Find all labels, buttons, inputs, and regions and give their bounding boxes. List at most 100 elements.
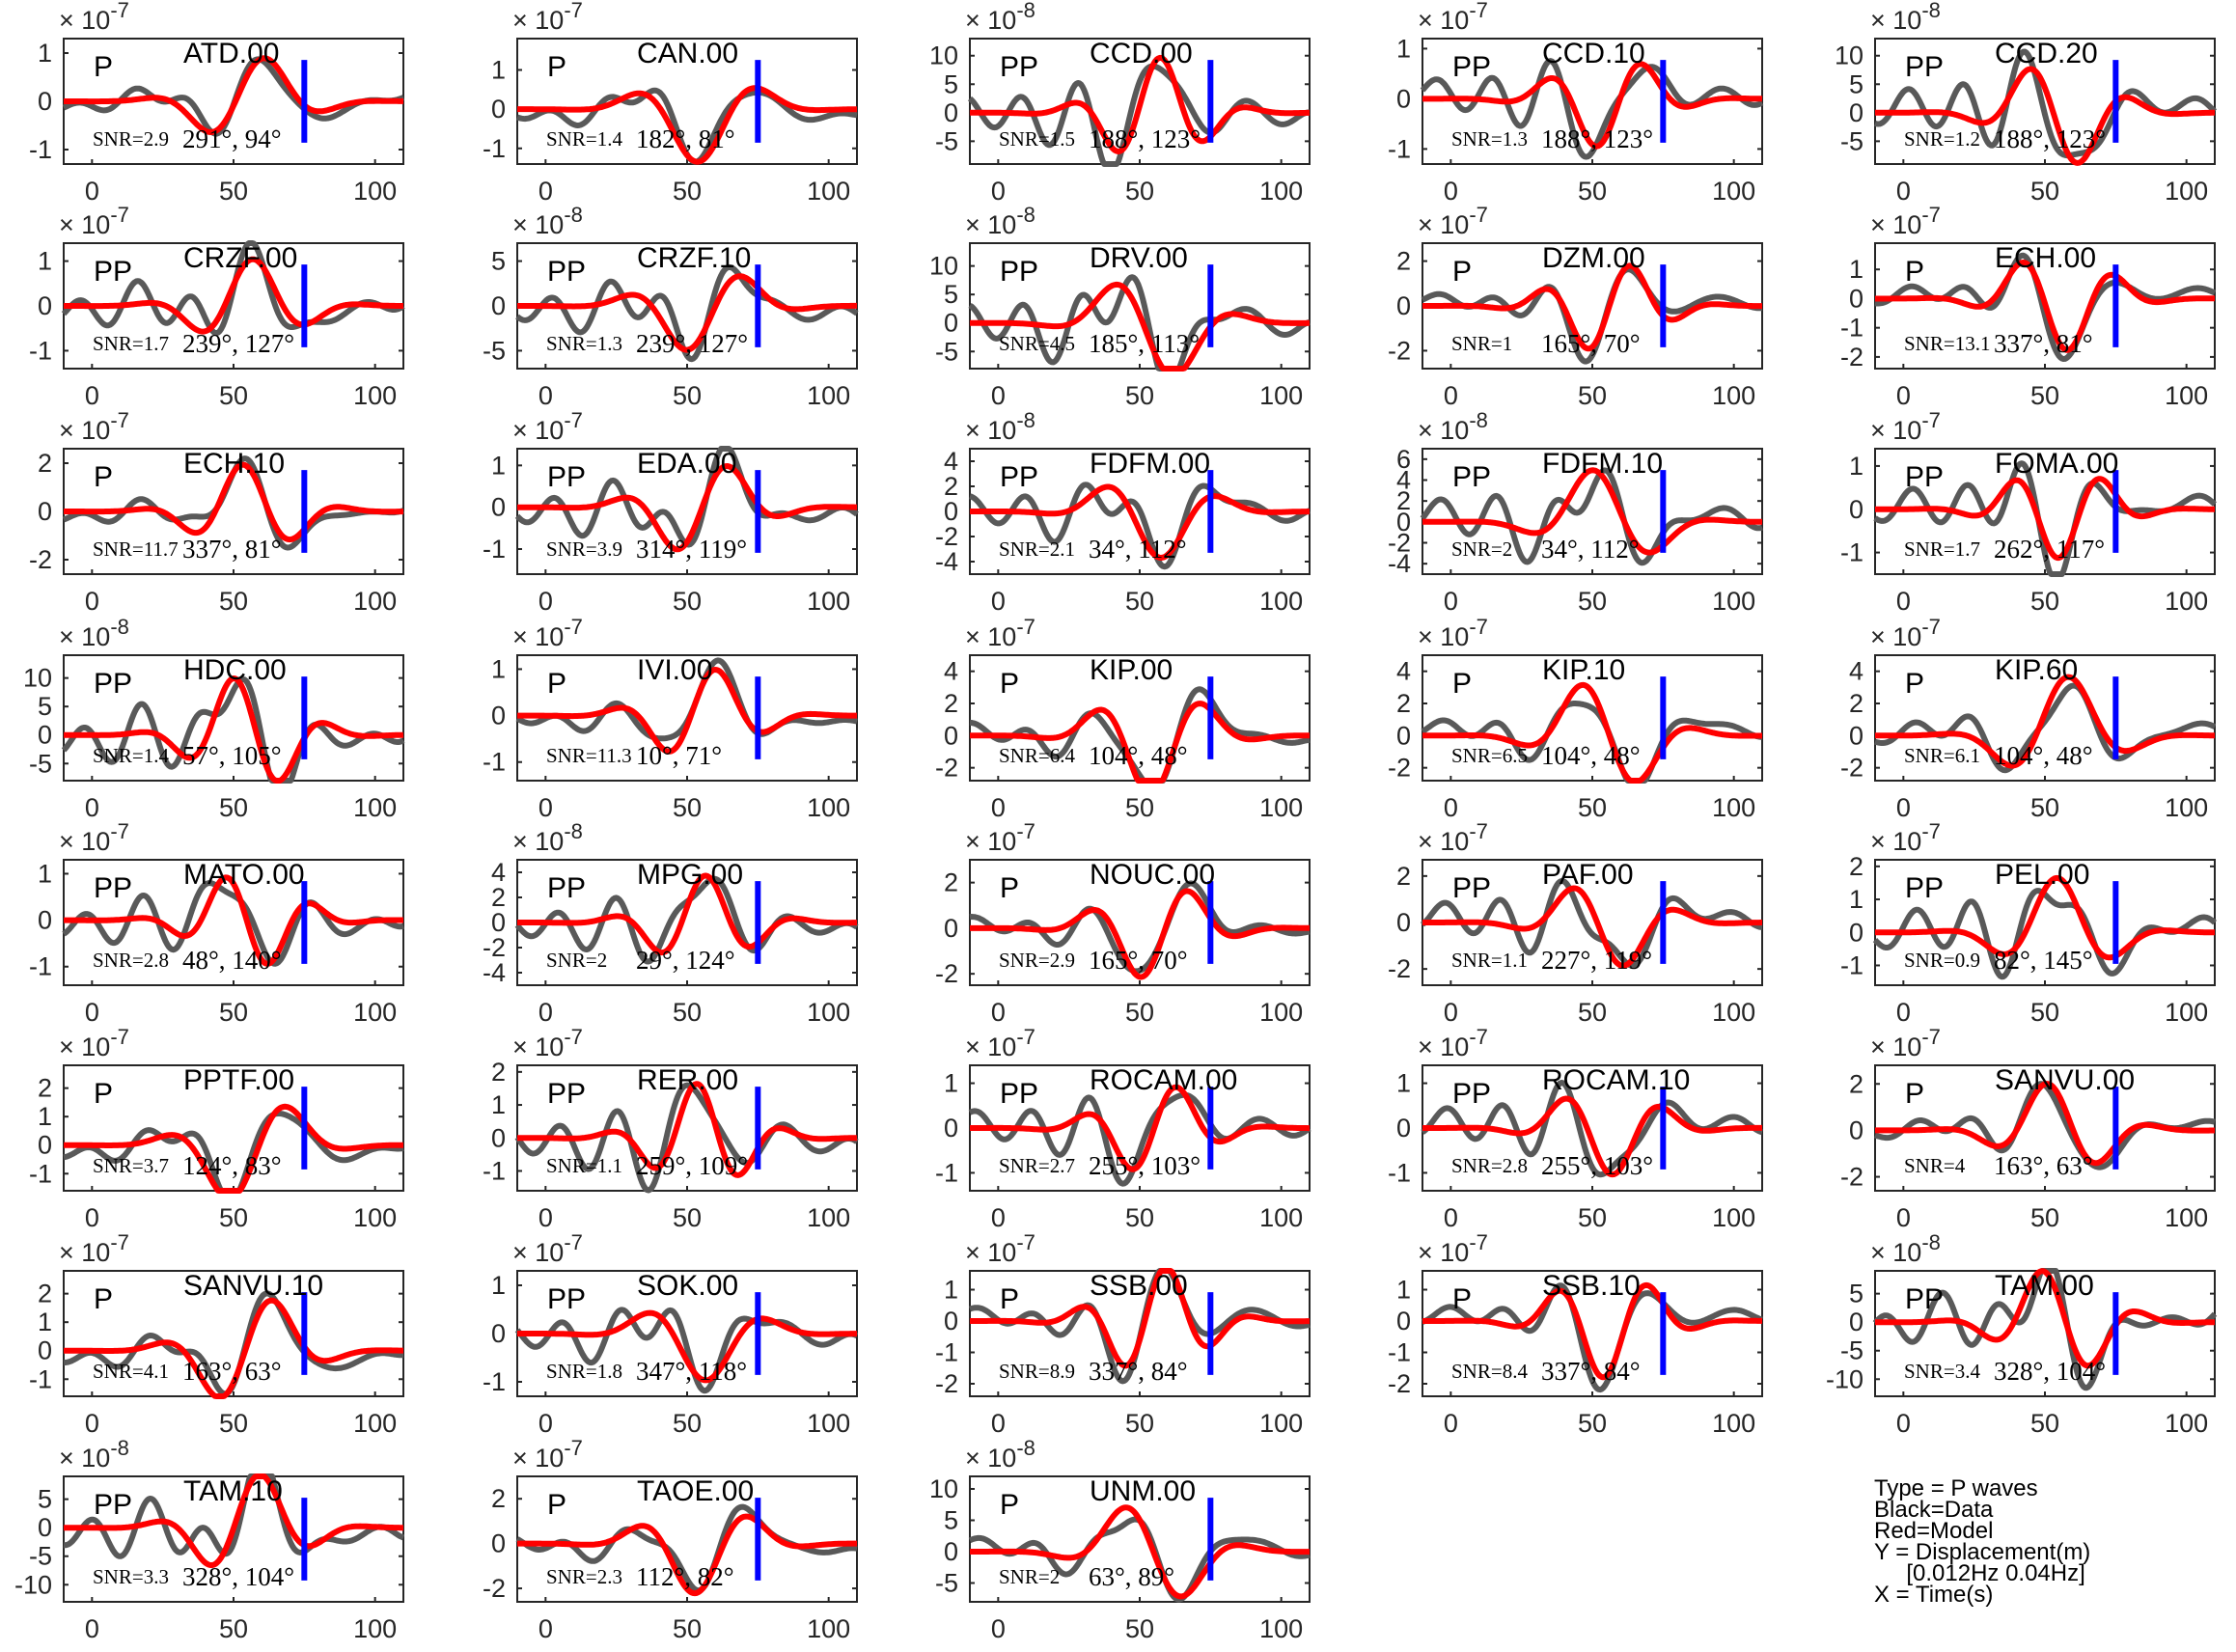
x-tick-label: 50	[2030, 587, 2059, 616]
data-trace	[1421, 701, 1764, 784]
x-tick-label: 0	[538, 998, 553, 1027]
x-tick-label: 50	[219, 587, 248, 616]
y-exponent-label: × 10-7	[59, 408, 129, 445]
y-tick-label: 5	[38, 692, 52, 721]
x-tick-label: 100	[353, 793, 397, 822]
snr-label: SNR=3.7	[93, 1154, 169, 1177]
y-tick-label: 1	[944, 1069, 958, 1098]
wave-type-label: PP	[1905, 1283, 1944, 1315]
station-label: PAF.00	[1542, 859, 1634, 891]
snr-label: SNR=8.9	[999, 1360, 1075, 1383]
snr-label: SNR=1.4	[546, 127, 622, 151]
y-tick-label: 1	[491, 1271, 506, 1300]
snr-label: SNR=2.8	[93, 949, 169, 972]
x-tick-label: 0	[85, 381, 99, 410]
y-exponent-label: × 10-7	[512, 0, 583, 35]
axes-box	[1422, 1064, 1763, 1192]
legend-type: Type = P waves	[1874, 1475, 2038, 1501]
model-trace	[968, 701, 1311, 784]
axes-box	[1874, 38, 2216, 165]
y-tick-label: -1	[1840, 314, 1863, 343]
y-tick-label: 2	[38, 449, 52, 478]
model-trace	[62, 256, 405, 335]
station-label: FOMA.00	[1995, 448, 2118, 480]
y-tick-label: -4	[1388, 549, 1411, 578]
wave-type-label: PP	[1905, 51, 1944, 83]
x-tick-label: 0	[1444, 177, 1458, 206]
y-exponent-label: × 10-7	[965, 615, 1035, 651]
y-tick-label: 1	[38, 1102, 52, 1131]
data-trace	[62, 56, 405, 137]
x-tick-label: 50	[673, 793, 702, 822]
x-tick-label: 50	[1578, 381, 1607, 410]
station-label: TAM.00	[1995, 1270, 2094, 1302]
wave-type-label: P	[1000, 872, 1019, 904]
x-tick-label: 100	[1712, 381, 1755, 410]
y-tick-label: 1	[1396, 34, 1411, 63]
azimuth-label: 239°, 127°	[182, 329, 294, 358]
y-tick-label: 0	[491, 95, 506, 124]
x-tick-label: 0	[538, 381, 553, 410]
snr-label: SNR=2.9	[999, 949, 1075, 972]
x-tick-label: 0	[1444, 1409, 1458, 1438]
snr-label: SNR=4	[1904, 1154, 1966, 1177]
y-tick-label: -1	[935, 1338, 958, 1367]
x-tick-label: 0	[991, 177, 1006, 206]
y-exponent-label: × 10-8	[59, 615, 129, 651]
y-exponent-label: × 10-7	[1418, 1230, 1488, 1267]
y-tick-label: 1	[491, 56, 506, 85]
x-tick-label: 0	[538, 1409, 553, 1438]
y-exponent-label: × 10-7	[59, 819, 129, 856]
wave-type-label: PP	[94, 668, 132, 700]
y-tick-label: 1	[38, 247, 52, 276]
x-tick-label: 0	[991, 793, 1006, 822]
station-label: DRV.00	[1090, 242, 1188, 274]
x-tick-label: 0	[85, 793, 99, 822]
azimuth-label: 165°, 70°	[1541, 329, 1641, 358]
snr-label: SNR=3.4	[1904, 1360, 1980, 1383]
y-tick-label: -2	[483, 933, 506, 962]
model-trace	[515, 463, 859, 553]
wave-type-label: PP	[1000, 51, 1038, 83]
station-label: FDFM.10	[1542, 448, 1663, 480]
data-trace	[1873, 252, 2217, 362]
station-label: TAM.10	[183, 1475, 283, 1507]
axes-box	[516, 1270, 858, 1397]
x-tick-label: 0	[991, 1409, 1006, 1438]
x-tick-label: 50	[1125, 177, 1154, 206]
station-label: ROCAM.00	[1090, 1064, 1237, 1096]
azimuth-label: 10°, 71°	[636, 741, 722, 770]
wave-type-label: P	[1000, 1489, 1019, 1521]
y-tick-label: 0	[491, 1123, 506, 1152]
station-label: TAOE.00	[637, 1475, 754, 1507]
x-tick-label: 100	[1259, 381, 1303, 410]
station-label: SOK.00	[637, 1270, 738, 1302]
x-tick-label: 100	[1712, 177, 1755, 206]
x-tick-label: 50	[219, 793, 248, 822]
x-tick-label: 50	[673, 1614, 702, 1643]
data-trace	[967, 63, 1311, 167]
axes-box	[1874, 448, 2216, 575]
x-tick-label: 0	[538, 1614, 553, 1643]
snr-label: SNR=8.4	[1451, 1360, 1528, 1383]
wave-type-label: PP	[1452, 872, 1491, 904]
station-label: ROCAM.10	[1542, 1064, 1690, 1096]
azimuth-label: 48°, 140°	[182, 946, 282, 975]
x-tick-label: 50	[1578, 998, 1607, 1027]
y-tick-label: -10	[1826, 1364, 1863, 1393]
azimuth-label: 239°, 127°	[636, 329, 748, 358]
x-tick-label: 50	[219, 1203, 248, 1232]
x-tick-label: 50	[673, 587, 702, 616]
data-trace	[968, 1268, 1311, 1385]
azimuth-label: 328°, 104°	[182, 1562, 294, 1591]
snr-label: SNR=1.3	[546, 332, 622, 355]
